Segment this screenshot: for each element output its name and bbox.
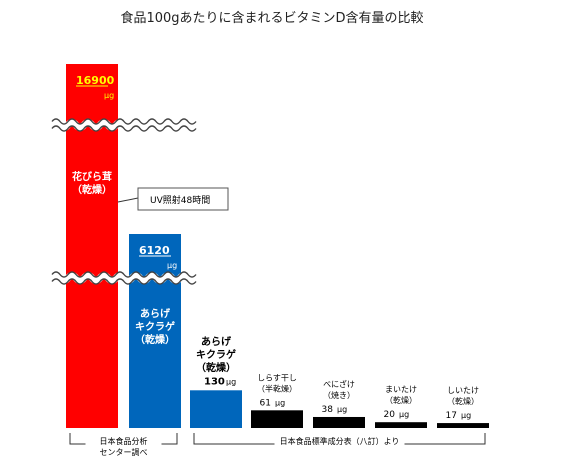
axis-break-line-bottom-1: [51, 278, 197, 285]
category-label-6-1: （乾燥）: [447, 396, 479, 406]
category-label-6-0: しいたけ: [447, 386, 479, 395]
unit-label-3: μg: [275, 398, 285, 407]
axis-break-gap-1: [49, 272, 199, 284]
category-label-5-0: まいたけ: [385, 385, 417, 394]
axis-break-line-bottom-0: [51, 125, 197, 132]
category-label-5-1: （乾燥）: [385, 395, 417, 405]
value-label-2: 130: [204, 376, 225, 387]
category-label-2-2: （乾燥）: [196, 361, 236, 374]
axis-break-gap-0: [49, 119, 199, 131]
category-label-2-0: あらげ: [201, 335, 232, 348]
source-label-1-0: 日本食品標準成分表（八訂）より: [280, 436, 400, 446]
category-label-0-0: 花びら茸: [72, 170, 112, 183]
value-label-0: 16900: [76, 74, 115, 87]
category-label-0-1: （乾燥）: [72, 183, 112, 196]
category-label-1-1: キクラゲ: [135, 320, 175, 333]
source-label-0-0: 日本食品分析: [100, 436, 148, 446]
value-label-4: 38: [322, 405, 334, 415]
callout-box: [137, 187, 229, 211]
bar-5: [375, 422, 427, 428]
category-label-4-0: べにざけ: [323, 379, 355, 389]
bar-2: [190, 390, 242, 428]
category-label-2-1: キクラゲ: [196, 348, 236, 361]
callout-pointer: [117, 197, 139, 203]
axis-break-line-top-0: [51, 118, 197, 125]
callout-text: UV照射48時間: [150, 194, 210, 206]
value-label-1: 6120: [139, 244, 170, 257]
bar-0: [66, 64, 118, 428]
unit-label-5: μg: [399, 410, 409, 419]
value-label-6: 17: [446, 411, 457, 421]
source-label-0-1: センター調べ: [100, 447, 148, 457]
bar-3: [251, 410, 303, 428]
category-label-1-0: あらげ: [140, 307, 171, 320]
axis-break-line-top-1: [51, 271, 197, 278]
category-label-1-2: （乾燥）: [135, 333, 175, 346]
source-label-bg-1: [274, 435, 405, 448]
value-label-3: 61: [260, 398, 271, 408]
source-label-bg-0: [85, 435, 162, 459]
category-label-3-1: （半乾燥）: [257, 383, 297, 393]
unit-label-0: μg: [104, 91, 114, 100]
bar-6: [437, 423, 489, 428]
category-label-3-0: しらす干し: [257, 373, 297, 382]
chart-title: 食品100gあたりに含まれるビタミンD含有量の比較: [120, 10, 423, 26]
bar-4: [313, 416, 365, 428]
unit-label-1: μg: [167, 261, 177, 270]
unit-label-2: μg: [226, 377, 236, 386]
bar-1: [129, 234, 181, 428]
category-label-4-1: （焼き）: [323, 391, 355, 400]
unit-label-4: μg: [337, 405, 347, 414]
value-label-5: 20: [384, 410, 396, 420]
unit-label-6: μg: [461, 411, 471, 420]
